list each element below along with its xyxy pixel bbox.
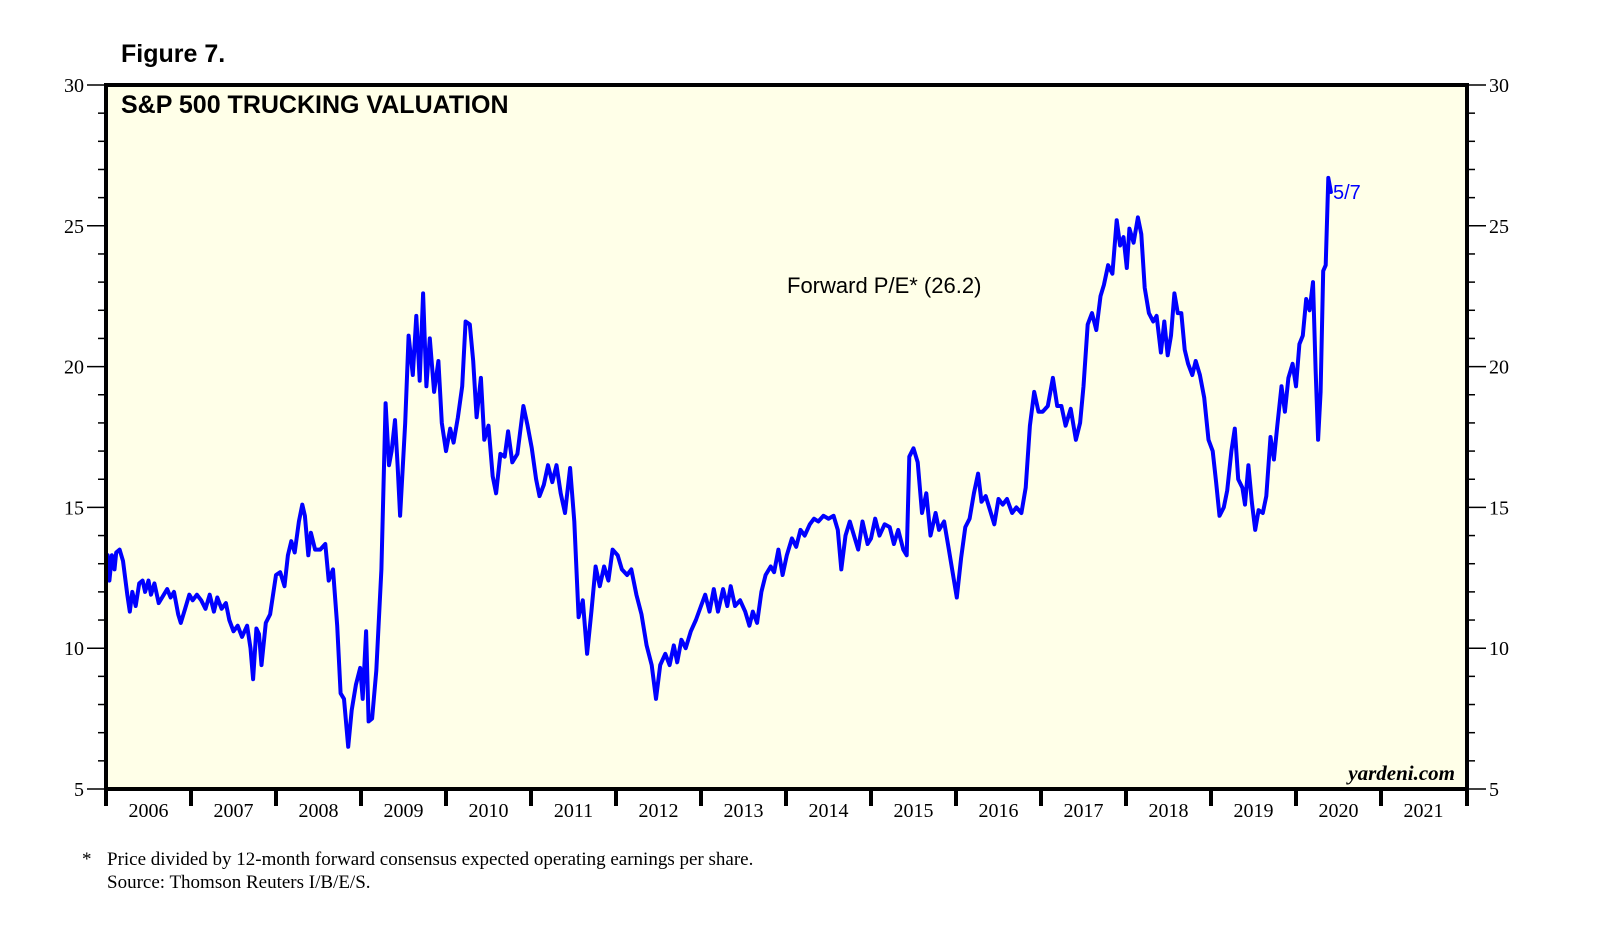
x-tick-label: 2008: [299, 800, 339, 822]
x-tick-label: 2011: [554, 800, 593, 822]
plot-background: [106, 85, 1467, 789]
x-tick-label: 2006: [129, 800, 169, 822]
y-tick-label-right: 10: [1489, 638, 1509, 660]
y-tick-label-left: 25: [64, 216, 84, 238]
x-tick-label: 2013: [724, 800, 764, 822]
x-tick-label: 2018: [1149, 800, 1189, 822]
x-tick-label: 2017: [1064, 800, 1104, 822]
y-axis-right: 5 10 15 20 25 30: [1467, 75, 1509, 801]
y-tick-label-right: 15: [1489, 497, 1509, 519]
x-tick-label: 2019: [1234, 800, 1274, 822]
watermark: yardeni.com: [1345, 761, 1455, 785]
footnote-note: Price divided by 12-month forward consen…: [107, 849, 754, 870]
y-tick-label-right: 20: [1489, 357, 1509, 379]
chart-title: S&P 500 TRUCKING VALUATION: [121, 91, 509, 119]
series-label: Forward P/E* (26.2): [787, 273, 981, 298]
plot-frame: [104, 83, 1469, 791]
x-tick-label: 2012: [639, 800, 679, 822]
x-tick-label: 2021: [1404, 800, 1444, 822]
figure-label: Figure 7.: [121, 40, 226, 68]
x-tick-label: 2015: [894, 800, 934, 822]
y-tick-label-left: 5: [74, 779, 84, 801]
y-tick-label-left: 30: [64, 75, 84, 97]
y-tick-label-right: 30: [1489, 75, 1509, 97]
end-date-label: 5/7: [1333, 182, 1361, 204]
series-line-forward-pe: [104, 175, 1333, 749]
x-tick-label: 2010: [469, 800, 509, 822]
x-tick-label: 2009: [384, 800, 424, 822]
x-tick-label: 2016: [979, 800, 1019, 822]
y-tick-label-right: 25: [1489, 216, 1509, 238]
y-tick-label-left: 15: [64, 497, 84, 519]
x-tick-label: 2020: [1319, 800, 1359, 822]
y-tick-label-left: 20: [64, 357, 84, 379]
footnote-source: Source: Thomson Reuters I/B/E/S.: [107, 872, 371, 893]
y-tick-label-right: 5: [1489, 779, 1499, 801]
x-axis: 2006 2007 2008 2009 2010 2011 2012 2013 2014 2015…: [104, 789, 1469, 822]
y-axis-left: 5 10 15 20 25 30: [64, 75, 106, 801]
y-tick-label-left: 10: [64, 638, 84, 660]
x-tick-label: 2007: [214, 800, 254, 822]
footnote-asterisk: *: [82, 849, 92, 870]
x-tick-label: 2014: [809, 800, 849, 822]
